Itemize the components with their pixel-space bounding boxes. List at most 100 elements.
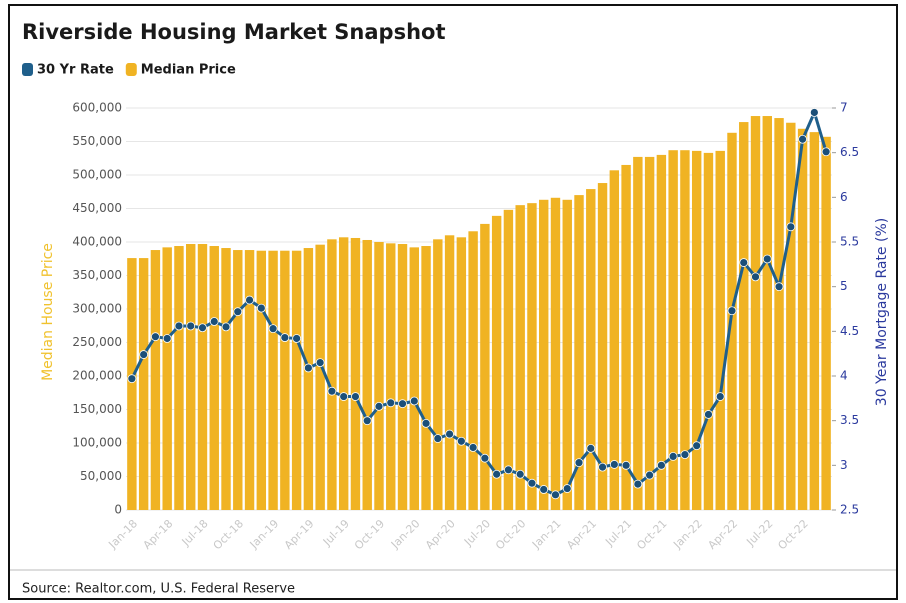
grid — [126, 107, 832, 511]
rate-point — [245, 295, 254, 305]
bar — [786, 122, 796, 511]
rate-point — [256, 303, 266, 313]
bar — [327, 239, 337, 510]
rate-point — [645, 470, 655, 480]
y-tick-label: 450,000 — [72, 201, 122, 215]
rate-point — [339, 392, 349, 401]
bar — [574, 195, 584, 510]
bar — [256, 250, 267, 510]
y-tick-label: 150,000 — [72, 402, 122, 416]
bar — [527, 203, 537, 510]
chart-title: Riverside Housing Market Snapshot — [22, 20, 446, 44]
y-tick-label: 50,000 — [80, 469, 122, 483]
legend-swatch — [125, 63, 137, 76]
rate-point — [351, 392, 360, 401]
bar — [586, 189, 596, 510]
bar — [421, 246, 431, 510]
bar — [656, 154, 667, 510]
bar — [397, 244, 408, 510]
bar — [456, 237, 467, 510]
rate-point — [762, 254, 772, 264]
rate-point — [739, 258, 749, 267]
rate-point — [456, 436, 466, 446]
rate-point — [551, 490, 560, 500]
bar — [668, 150, 678, 510]
rate-point — [327, 386, 337, 396]
bar — [762, 116, 772, 510]
y-tick-label: 100,000 — [72, 436, 122, 450]
rate-point — [598, 462, 607, 472]
bar — [491, 215, 502, 510]
bar — [503, 209, 514, 510]
rate-point — [774, 282, 784, 292]
rate-point — [492, 469, 502, 479]
rate-point — [433, 434, 443, 443]
y-tick-label: 250,000 — [72, 335, 122, 349]
rate-point — [151, 332, 160, 342]
rate-point — [504, 465, 513, 475]
rate-point — [562, 484, 572, 493]
bar — [303, 248, 314, 510]
bar — [597, 183, 608, 511]
y-tick-label: 550,000 — [72, 134, 122, 148]
bar — [186, 244, 196, 510]
bar — [338, 237, 349, 510]
bar — [621, 164, 631, 510]
bar — [633, 156, 643, 510]
y-tick-label: 0 — [114, 503, 122, 517]
rate-point — [656, 460, 666, 470]
rate-point — [174, 321, 184, 331]
rate-point — [574, 458, 584, 468]
bar — [315, 244, 325, 510]
rate-point — [668, 451, 678, 461]
rate-point — [139, 350, 149, 359]
bar — [644, 156, 655, 510]
rate-point — [409, 396, 419, 406]
rate-point — [786, 222, 796, 232]
bar — [209, 246, 219, 510]
rate-point — [715, 392, 725, 401]
bar — [480, 223, 490, 510]
y-tick-label: 200,000 — [72, 369, 122, 383]
y-tick-label: 400,000 — [72, 235, 122, 249]
y2-axis-title: 30 Year Mortgage Rate (%) — [874, 218, 890, 406]
rate-point — [515, 469, 525, 479]
y2-tick-label: 5 — [840, 279, 848, 293]
bar — [174, 246, 184, 510]
rate-point — [127, 374, 137, 384]
rate-point — [445, 429, 454, 439]
bar — [774, 118, 784, 511]
bar — [809, 132, 820, 510]
rate-point — [692, 441, 702, 451]
bar — [444, 235, 455, 511]
rate-point — [680, 450, 690, 460]
bar — [244, 250, 255, 511]
rate-point — [268, 324, 278, 334]
rate-point — [221, 322, 231, 332]
bar — [433, 239, 443, 510]
bar — [703, 152, 714, 510]
bar — [750, 116, 761, 510]
bar — [797, 128, 808, 510]
y2-tick-label: 5.5 — [840, 235, 859, 249]
y-axis-title: Median House Price — [40, 243, 56, 381]
bar — [680, 150, 690, 510]
bar — [280, 250, 290, 510]
bar — [609, 170, 620, 510]
bar — [233, 250, 243, 511]
bar — [138, 258, 149, 510]
rate-point — [727, 306, 737, 316]
bar — [409, 247, 419, 511]
rate-point — [809, 108, 819, 117]
bar — [268, 250, 278, 510]
y2-tick-label: 3.5 — [840, 413, 859, 427]
bar — [362, 239, 372, 511]
y-tick-label: 500,000 — [72, 168, 122, 182]
bar — [162, 247, 172, 511]
y-tick-label: 600,000 — [72, 101, 122, 115]
y2-tick-label: 7 — [840, 101, 848, 115]
legend-label: Median Price — [141, 63, 236, 78]
rate-point — [704, 410, 713, 419]
rate-point — [421, 418, 431, 428]
